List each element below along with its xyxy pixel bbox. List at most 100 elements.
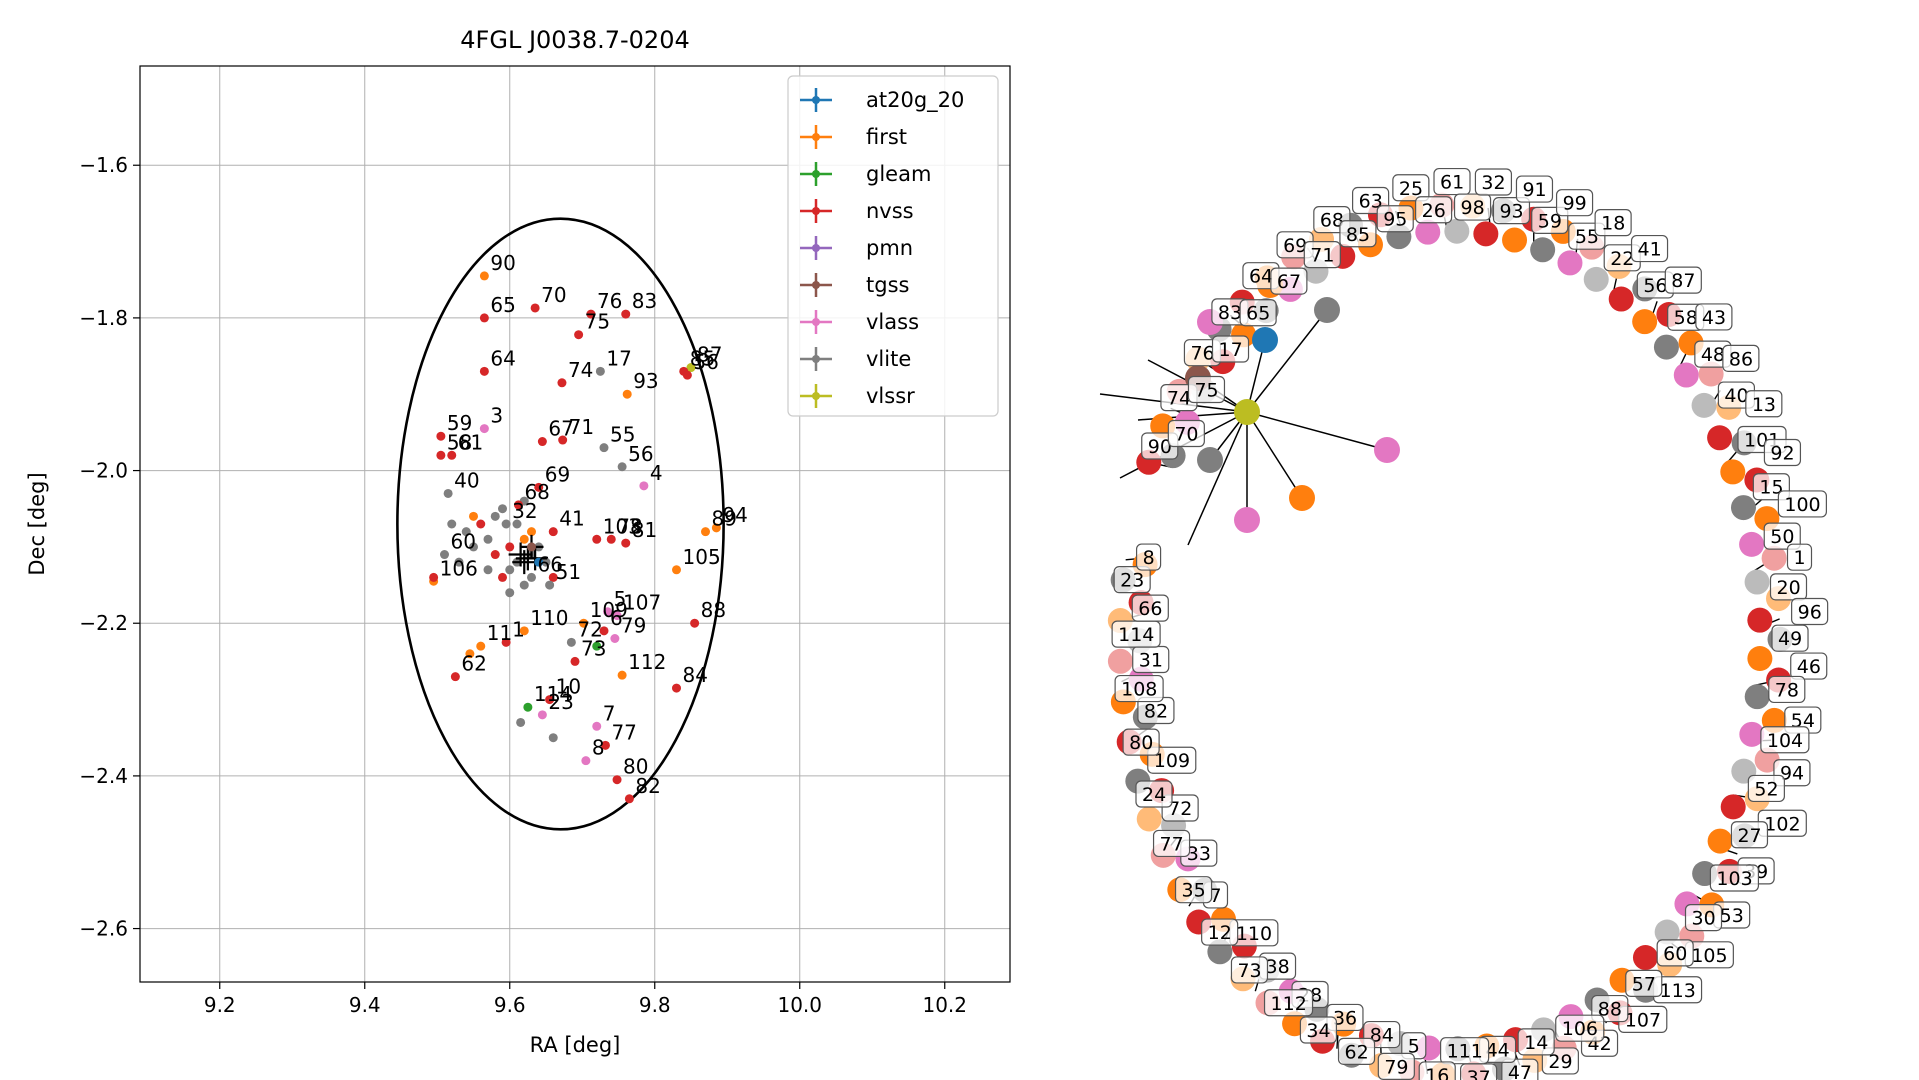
point-label: 84 [683,663,708,687]
node-label-box [1147,746,1197,774]
network-node [1707,425,1733,451]
node-label: 37 [1467,1067,1491,1080]
node-label: 15 [1759,477,1783,499]
node-label-box [1167,419,1205,448]
cluster-point [483,565,493,575]
legend-entry: at20g_20 [866,88,964,113]
cluster-marker [512,550,537,575]
data-point [574,330,584,340]
node-label-box [1786,543,1813,571]
node-label: 8 [1143,547,1155,569]
data-point [579,618,589,628]
legend-marker-dot [812,207,820,215]
node-label-box [1187,375,1226,404]
data-point [548,527,558,537]
network-node [1654,919,1680,945]
point-label: 76 [597,289,622,313]
point-label: 74 [568,358,593,382]
point-label: 81 [632,518,657,542]
point-label: 17 [606,346,631,370]
legend-entry: pmn [866,236,913,260]
node-label: 59 [1538,210,1562,232]
data-point [581,756,591,766]
node-label: 32 [1481,172,1505,194]
legend-entry: first [866,125,907,149]
node-label: 77 [1160,833,1184,855]
network-node [1530,237,1556,263]
node-label: 30 [1692,908,1716,930]
point-label: 56 [628,442,653,466]
node-label: 63 [1359,191,1383,213]
node-label-box [1517,1028,1555,1056]
x-axis-label: RA [deg] [530,1033,621,1057]
node-label: 66 [1138,598,1162,620]
node-label: 80 [1129,732,1153,754]
node-label: 14 [1524,1032,1548,1054]
cluster-point [490,550,500,560]
node-label: 85 [1346,224,1370,246]
network-node [1473,221,1499,247]
cluster-point [505,542,515,552]
network-node [1739,531,1765,557]
legend-entry: nvss [866,199,914,223]
node-label: 61 [1440,172,1464,194]
node-label-box [1418,1061,1456,1080]
data-point [595,366,605,376]
node-label: 79 [1384,1056,1408,1078]
network-node [1720,459,1746,485]
node-label: 44 [1486,1039,1510,1061]
node-label: 102 [1764,813,1800,835]
hub-edge [1246,411,1303,499]
node-label-box [1555,189,1594,217]
node-label-box [1135,543,1162,571]
data-point [592,641,602,651]
node-label: 88 [1598,999,1622,1021]
node-label-box [1152,829,1191,858]
cluster-point [548,572,558,582]
node-label-box [1453,193,1492,221]
point-label: 7 [603,701,616,725]
cluster-point [476,519,486,529]
cluster-point [505,588,515,598]
network-node [1653,334,1679,360]
data-point [639,481,649,491]
node-label: 83 [1218,302,1242,324]
point-label: 79 [621,614,646,638]
data-point [545,580,555,590]
point-label: 3 [490,404,503,428]
point-label: 94 [722,503,747,527]
network-node [1502,227,1528,253]
point-label: 75 [585,310,610,334]
node-label: 25 [1399,178,1423,200]
node-label: 5 [1408,1036,1420,1058]
network-node [1374,437,1400,463]
x-tick-label: 9.4 [349,993,381,1017]
node-label: 46 [1797,656,1821,678]
node-label-box [1769,573,1808,601]
node-label: 76 [1190,343,1214,365]
node-label: 18 [1601,213,1625,235]
node-label: 96 [1798,601,1822,623]
y-tick-label: −2.2 [79,611,128,635]
node-label: 22 [1610,248,1634,270]
node-label: 82 [1144,700,1168,722]
point-label: 87 [697,343,722,367]
cluster-point [527,527,536,537]
data-point [612,775,622,785]
data-point [621,309,631,319]
legend-entry: tgss [866,273,909,297]
data-point [513,500,523,510]
node-label: 53 [1720,905,1744,927]
data-point [527,572,536,582]
network-node [1744,569,1770,595]
hub-node [1234,399,1260,425]
point-label: 66 [538,552,563,576]
node-label: 92 [1770,443,1794,465]
point-label: 68 [524,480,549,504]
node-label-box [1790,652,1828,680]
plot-title: 4FGL J0038.7-0204 [460,26,689,54]
